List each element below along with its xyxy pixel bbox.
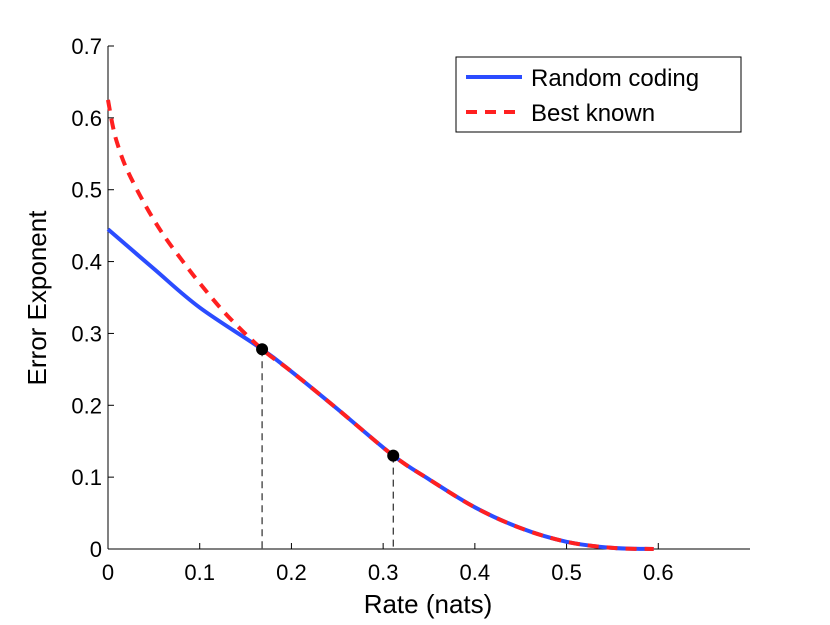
x-tick-label: 0 xyxy=(102,560,114,585)
data-point-marker xyxy=(387,449,400,462)
x-tick-label: 0.6 xyxy=(643,560,674,585)
y-tick-label: 0.4 xyxy=(71,250,102,275)
y-tick-label: 0 xyxy=(90,537,102,562)
ticks: 0 0.1 0.2 0.3 0.4 0.5 0.6 0 0.1 0.2 0.3 0.4 0.5 0.6 0.… xyxy=(71,34,673,585)
legend-box xyxy=(455,56,742,133)
x-axis-label: Rate (nats) xyxy=(364,589,493,619)
y-tick-label: 0.3 xyxy=(71,321,102,346)
series-line-random-coding xyxy=(106,227,654,551)
x-tick-label: 0.4 xyxy=(460,560,491,585)
x-tick-label: 0.5 xyxy=(551,560,582,585)
y-tick-label: 0.5 xyxy=(71,178,102,203)
y-tick-label: 0.1 xyxy=(71,465,102,490)
series-line-best-known xyxy=(106,99,654,551)
droplines xyxy=(261,349,394,549)
x-tick-label: 0.1 xyxy=(184,560,215,585)
marker-layer xyxy=(256,343,400,462)
x-tick-label: 0.3 xyxy=(368,560,399,585)
y-tick-label: 0.2 xyxy=(71,393,102,418)
legend: Random coding Best known xyxy=(455,56,742,133)
data-point-marker xyxy=(256,343,269,356)
legend-label-random-coding: Random coding xyxy=(531,65,699,92)
y-tick-label: 0.7 xyxy=(71,34,102,59)
x-tick-label: 0.2 xyxy=(276,560,307,585)
y-tick-label: 0.6 xyxy=(71,106,102,131)
legend-label-best-known: Best known xyxy=(531,100,655,127)
y-axis-label: Error Exponent xyxy=(22,210,52,386)
series-layer xyxy=(106,99,654,551)
